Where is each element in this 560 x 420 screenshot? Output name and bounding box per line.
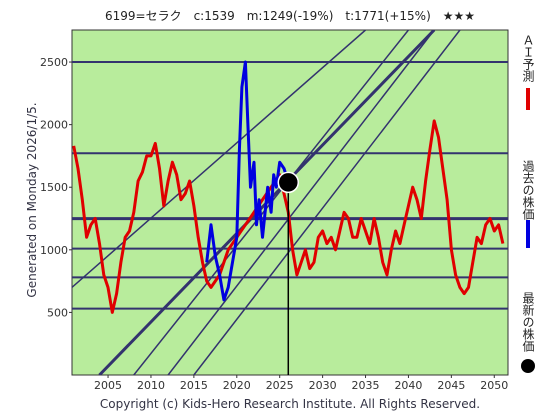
trend-line bbox=[193, 30, 461, 375]
plot bbox=[72, 30, 508, 375]
latest-point bbox=[277, 171, 300, 194]
legend-label: ＡＩ予測 bbox=[521, 34, 535, 83]
legend-label: 最新の株価 bbox=[521, 292, 535, 352]
chart-title: 6199=セラク c:1539 m:1249(-19%) t:1771(+15%… bbox=[105, 9, 475, 23]
footer: Copyright (c) Kids-Hero Research Institu… bbox=[100, 397, 480, 411]
series-line bbox=[72, 119, 505, 314]
trend-line bbox=[167, 30, 435, 375]
x-tick-label: 2050 bbox=[480, 379, 508, 392]
x-tick-label: 2045 bbox=[437, 379, 465, 392]
plot-background bbox=[72, 30, 508, 375]
legend-label: 過去の株価 bbox=[521, 160, 535, 220]
series-line bbox=[205, 60, 290, 302]
x-tick-label: 2005 bbox=[94, 379, 122, 392]
x-tick-label: 2020 bbox=[223, 379, 251, 392]
trend-line bbox=[72, 30, 367, 288]
side-label: Generated on Monday 2026/1/5. bbox=[25, 102, 39, 297]
y-tick-label: 2000 bbox=[40, 119, 68, 132]
plot-frame bbox=[71, 29, 509, 376]
legend-swatch bbox=[521, 359, 535, 373]
y-tick-label: 500 bbox=[47, 306, 68, 319]
x-tick-label: 2030 bbox=[309, 379, 337, 392]
y-tick-label: 1500 bbox=[40, 181, 68, 194]
x-tick-label: 2015 bbox=[180, 379, 208, 392]
y-tick-label: 2500 bbox=[40, 56, 68, 69]
x-tick-label: 2025 bbox=[266, 379, 294, 392]
x-tick-label: 2040 bbox=[394, 379, 422, 392]
x-tick-label: 2035 bbox=[352, 379, 380, 392]
x-tick-label: 2010 bbox=[137, 379, 165, 392]
y-tick-label: 1000 bbox=[40, 244, 68, 257]
